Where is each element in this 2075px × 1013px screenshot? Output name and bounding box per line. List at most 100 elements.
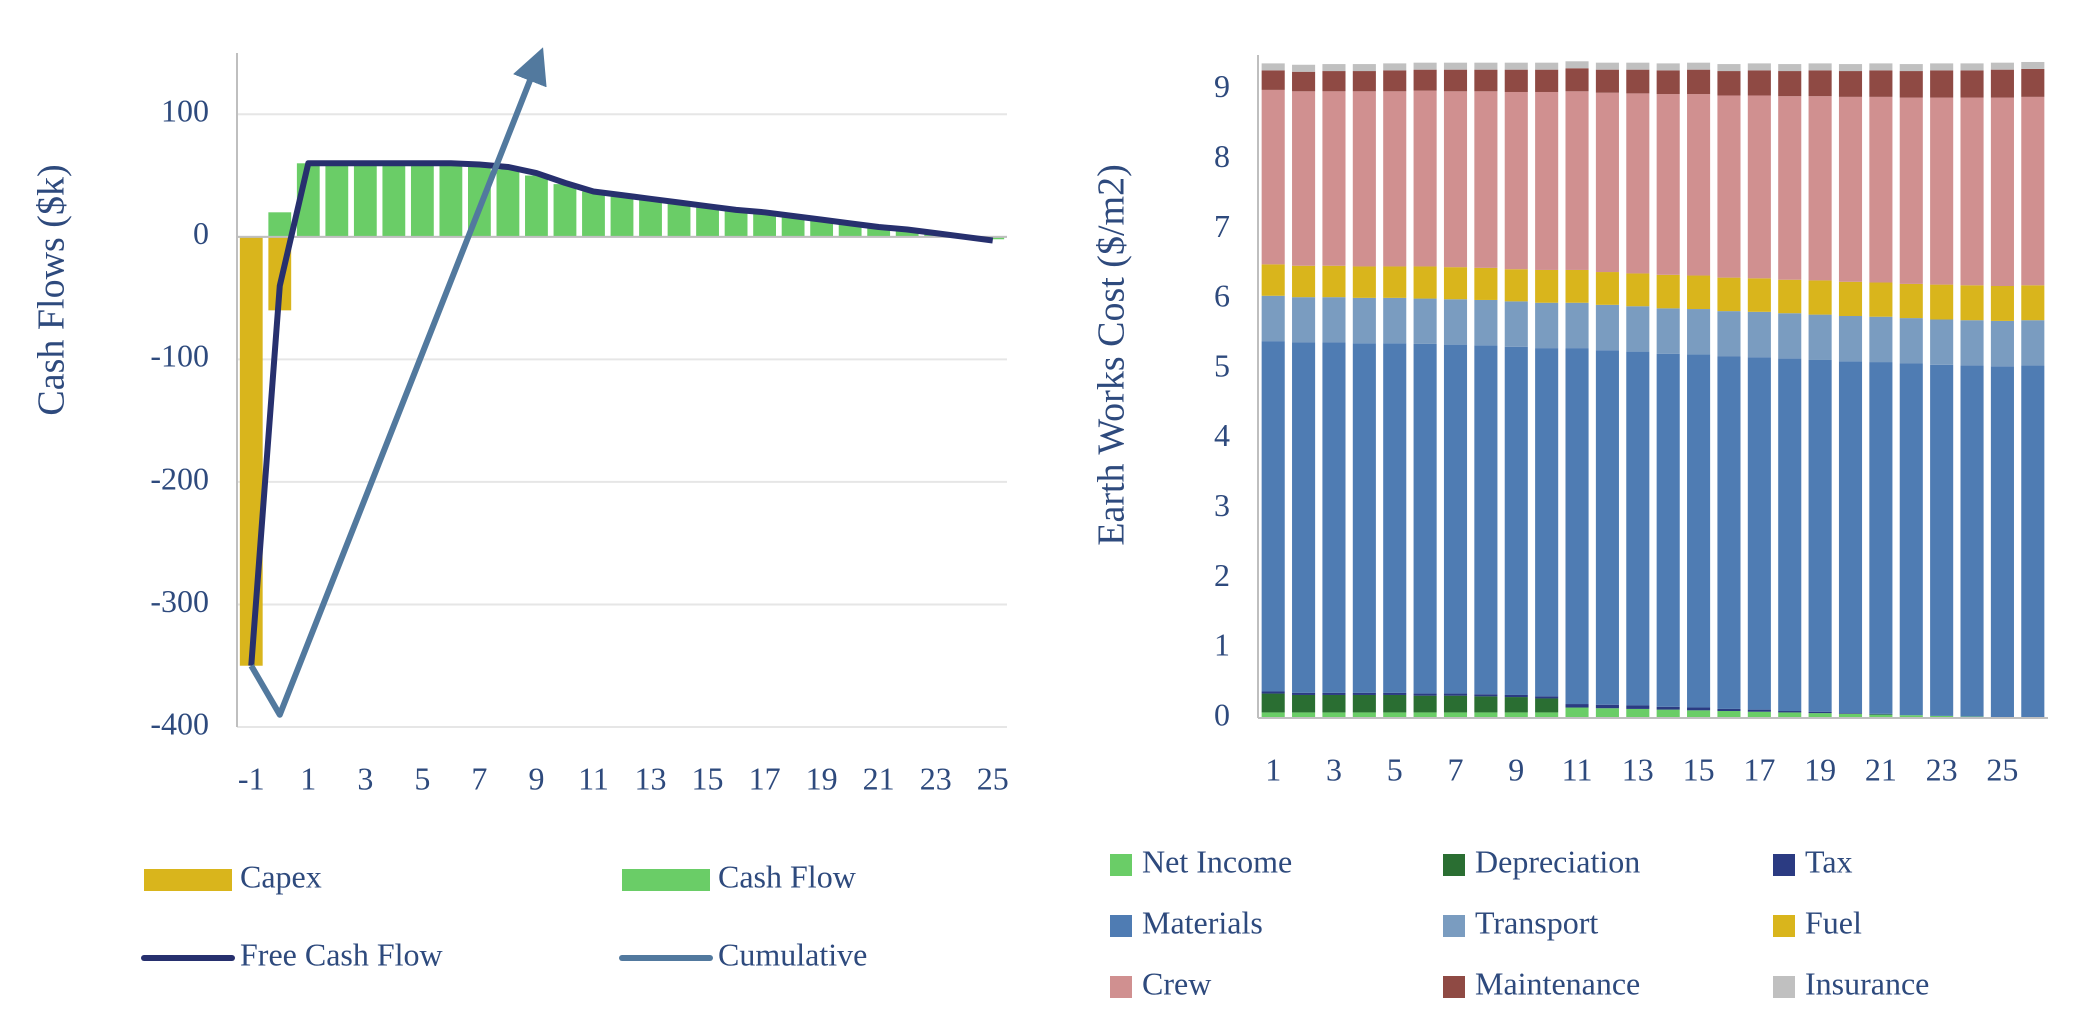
bar-segment [1322, 342, 1346, 693]
bar-segment [1474, 267, 1498, 300]
bar-segment [1838, 96, 1863, 282]
x-tick-label: 25 [1986, 751, 2018, 787]
bar-segment [1656, 353, 1680, 707]
bar-segment [1474, 712, 1498, 718]
bar-segment [1322, 694, 1346, 713]
bar-segment [1595, 69, 1619, 93]
legend-label: Transport [1475, 904, 1598, 940]
bar-segment [1687, 707, 1711, 711]
bar-segment [1869, 96, 1893, 283]
x-tick-label: 23 [1926, 751, 1958, 787]
bar-segment [1687, 62, 1711, 70]
x-tick-label: 21 [863, 760, 895, 796]
bar-segment [1413, 343, 1437, 694]
legend-swatch [144, 869, 232, 891]
bar-segment [1808, 713, 1832, 718]
x-tick-label: 1 [1265, 751, 1281, 787]
bar [239, 236, 263, 666]
x-tick-label: 7 [1448, 751, 1464, 787]
y-tick-label: -200 [150, 460, 209, 496]
bar-segment [1899, 283, 1923, 319]
bar-segment [1474, 62, 1498, 70]
bar-segment [1899, 97, 1923, 284]
bar [781, 215, 805, 237]
bar-segment [1990, 69, 2014, 98]
bar-segment [1778, 64, 1802, 72]
x-tick-label: 9 [528, 760, 544, 796]
bar-segment [1474, 696, 1498, 713]
x-tick-label: 9 [1508, 751, 1524, 787]
bar-segment [1595, 350, 1619, 705]
y-axis-title: Earth Works Cost ($/m2) [1091, 164, 1133, 545]
bar-segment [1838, 361, 1863, 714]
bar-segment [1535, 91, 1559, 270]
bar-segment [1869, 63, 1893, 71]
bar [410, 163, 434, 237]
x-tick-label: -1 [238, 760, 265, 796]
bar-segment [1595, 304, 1619, 351]
bar [268, 212, 292, 237]
bar-segment [1717, 95, 1741, 278]
x-tick-label: 25 [977, 760, 1009, 796]
bar-segment [1687, 94, 1711, 276]
bar-segment [1626, 93, 1650, 274]
bar [610, 195, 634, 237]
bar-segment [1626, 62, 1650, 70]
bar-segment [1504, 694, 1528, 698]
y-tick-label: 0 [193, 215, 209, 251]
bar-segment [1778, 313, 1802, 359]
bar-segment [1352, 297, 1376, 344]
bar-segment [1838, 71, 1863, 97]
bar-segment [1504, 91, 1528, 270]
bar [582, 191, 605, 237]
legend-label: Capex [240, 858, 322, 894]
bar-segment [1626, 351, 1650, 706]
bar-segment [1869, 714, 1893, 718]
bar-segment [1838, 713, 1863, 714]
bar-segment [2021, 61, 2045, 69]
y-tick-label: 7 [1214, 208, 1230, 244]
bar-segment [1565, 302, 1589, 349]
x-tick-label: 17 [1743, 751, 1775, 787]
bar-segment [1443, 299, 1468, 345]
bar [496, 169, 520, 237]
bar-segment [1535, 348, 1559, 697]
bar-segment [1990, 286, 2014, 321]
bar-segment [1292, 71, 1316, 92]
bar-segment [1838, 64, 1863, 72]
bar-segment [1261, 691, 1285, 694]
bar-segment [1413, 695, 1437, 713]
bar-segment [1443, 91, 1468, 268]
bar-segment [1808, 711, 1832, 714]
bar-segment [1808, 70, 1832, 97]
legend-swatch [1110, 854, 1132, 876]
y-tick-label: -100 [150, 338, 209, 374]
bar-segment [1747, 709, 1771, 712]
legend-label: Net Income [1142, 843, 1292, 879]
bar-segment [1778, 358, 1802, 712]
bar-segment [1413, 62, 1437, 70]
bar-segment [1474, 694, 1498, 697]
x-tick-label: 17 [749, 760, 781, 796]
bar-segment [1838, 281, 1863, 317]
bar-segment [1322, 64, 1346, 72]
bar-segment [1413, 90, 1437, 267]
x-tick-label: 3 [1326, 751, 1342, 787]
bar-segment [1717, 311, 1741, 357]
bar [325, 163, 349, 237]
bar-segment [1778, 279, 1802, 314]
legend-label: Fuel [1805, 904, 1862, 940]
bar-segment [1504, 346, 1528, 695]
bar-segment [2021, 365, 2045, 718]
legend-label: Cash Flow [718, 858, 856, 894]
bar-segment [1292, 712, 1316, 718]
bar [753, 212, 776, 237]
legend-swatch [1773, 976, 1795, 998]
bar-segment [1960, 70, 1984, 98]
bar-segment [1443, 712, 1468, 718]
bar-segment [1443, 695, 1468, 713]
bar-segment [1261, 295, 1285, 342]
bar-segment [1626, 708, 1650, 718]
bar-segment [1261, 693, 1285, 713]
